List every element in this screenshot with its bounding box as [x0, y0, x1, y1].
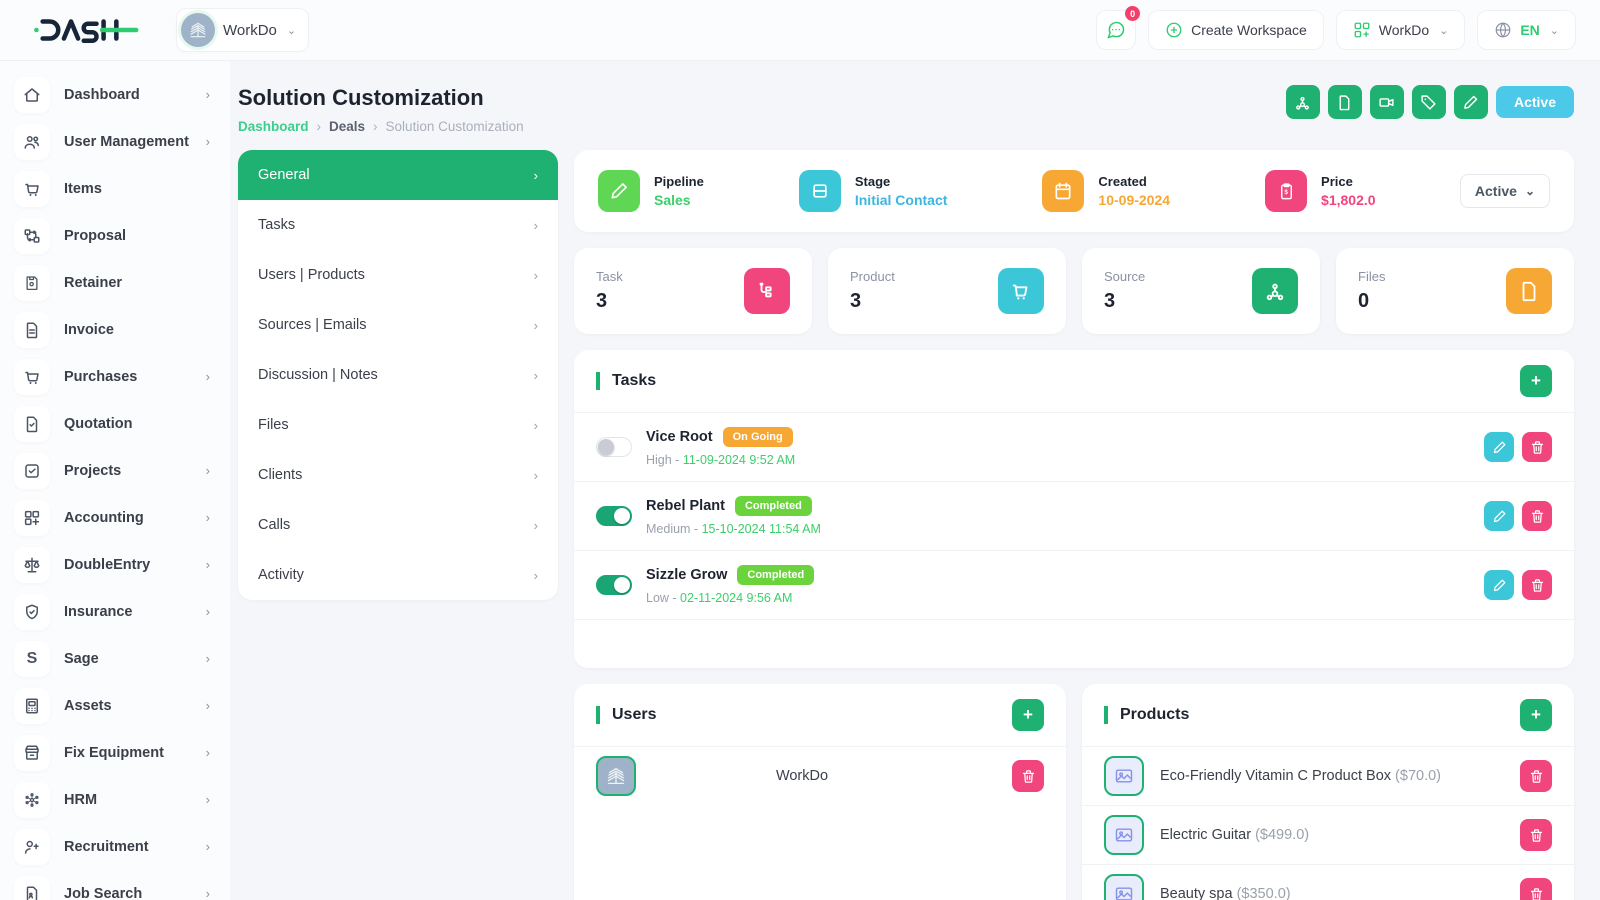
svg-text:$: $ — [1284, 188, 1288, 195]
